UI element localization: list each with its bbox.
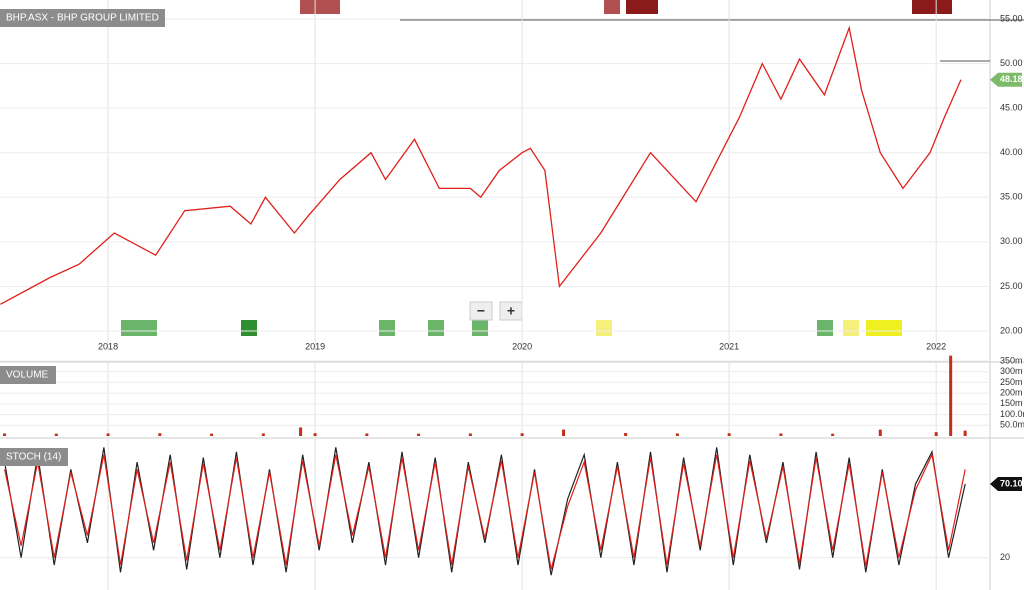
volume-bar	[520, 433, 524, 436]
y-tick-label: 100.0m	[1000, 409, 1024, 419]
badge	[866, 320, 902, 336]
y-tick-label: 20.00	[1000, 325, 1023, 335]
y-tick-label: 30.00	[1000, 236, 1023, 246]
badge	[843, 320, 859, 336]
volume-bar	[831, 433, 835, 436]
x-tick-label: 2018	[98, 341, 118, 351]
volume-bar	[313, 433, 317, 436]
volume-bar	[675, 433, 679, 436]
zoom-out-button[interactable]	[469, 301, 493, 321]
y-tick-label: 35.00	[1000, 192, 1023, 202]
y-tick-label: 50.0m	[1000, 420, 1024, 430]
volume-bar	[261, 433, 265, 436]
volume-bar	[727, 433, 731, 436]
signal-badges	[121, 0, 952, 336]
volume-bar	[562, 429, 566, 436]
data-line	[4, 452, 966, 570]
volume-bar	[624, 433, 628, 436]
badge	[379, 320, 395, 336]
volume-bar	[106, 433, 110, 436]
panel-header-box	[0, 366, 56, 384]
badge	[241, 320, 257, 336]
y-tick-label: 50.00	[1000, 58, 1023, 68]
x-tick-label: 2020	[512, 341, 532, 351]
badge	[121, 320, 157, 336]
volume-bar	[468, 433, 472, 436]
volume-bar	[210, 433, 214, 436]
y-tick-label: 300m	[1000, 366, 1023, 376]
volume-bar	[3, 433, 7, 436]
y-tick-label: 45.00	[1000, 103, 1023, 113]
volume-bar	[934, 432, 938, 436]
y-tick-label: 150m	[1000, 398, 1023, 408]
data-line	[0, 25, 962, 305]
panel-title: BHP.ASX - BHP GROUP LIMITED	[6, 13, 159, 24]
x-tick-label: 2022	[926, 341, 946, 351]
x-tick-label: 2019	[305, 341, 325, 351]
y-tick-label: 40.00	[1000, 147, 1023, 157]
volume-bar	[949, 355, 953, 436]
x-tick-label: 2021	[719, 341, 739, 351]
volume-bar	[417, 433, 421, 436]
last-value-label: 70.10	[1000, 478, 1023, 488]
y-tick-label: 20	[1000, 552, 1010, 562]
volume-bar	[158, 433, 162, 436]
badge	[596, 320, 612, 336]
panel-header-box	[0, 448, 68, 466]
badge	[817, 320, 833, 336]
volume-bar	[878, 429, 882, 436]
volume-bar	[963, 430, 967, 436]
zoom-in-label[interactable]: +	[507, 303, 515, 319]
last-value-tag	[990, 476, 1022, 491]
y-tick-label: 200m	[1000, 388, 1023, 398]
panel-title: STOCH (14)	[6, 452, 61, 463]
y-tick-label: 350m	[1000, 355, 1023, 365]
last-value-label: 48.18	[1000, 74, 1023, 84]
y-tick-label: 250m	[1000, 377, 1023, 387]
zoom-out-label[interactable]: −	[477, 303, 485, 319]
panel-header-box	[0, 9, 165, 27]
badge	[604, 0, 620, 14]
y-tick-label: 25.00	[1000, 281, 1023, 291]
last-value-tag	[990, 72, 1022, 87]
badge	[626, 0, 658, 14]
volume-bar	[365, 433, 369, 436]
volume-bar	[779, 433, 783, 436]
volume-bar	[54, 433, 58, 436]
volume-bar	[299, 427, 303, 436]
badge	[300, 0, 340, 14]
badge	[428, 320, 444, 336]
panel-title: VOLUME	[6, 370, 49, 381]
badge	[912, 0, 952, 14]
badge	[472, 320, 488, 336]
y-tick-label: 55.00	[1000, 13, 1023, 23]
